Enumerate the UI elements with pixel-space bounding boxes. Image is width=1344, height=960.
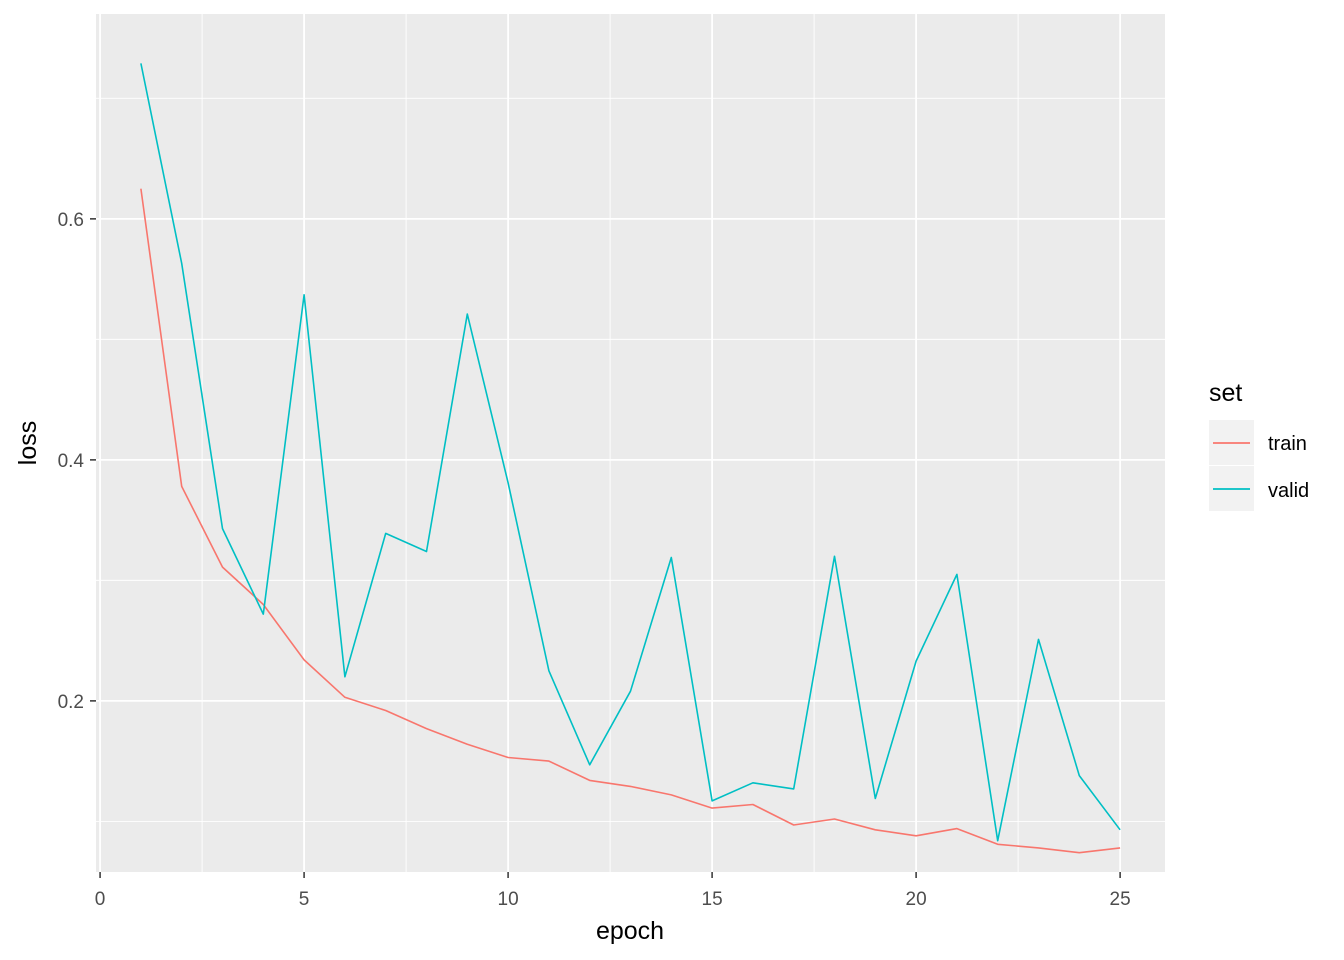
series-line-train <box>140 188 1121 854</box>
legend-label-train: train <box>1268 433 1307 455</box>
plot-panel <box>96 14 1165 872</box>
legend-title: set <box>1209 379 1242 407</box>
x-tick-label: 5 <box>299 889 310 910</box>
x-tick-label: 15 <box>702 889 723 910</box>
x-tick-label: 0 <box>95 889 106 910</box>
minor-gridlines <box>96 14 1165 872</box>
y-tick-label: 0.4 <box>58 451 85 472</box>
axis-ticks: 0 5 10 15 20 25 0.2 0.4 0.6 <box>58 210 1131 910</box>
y-tick-label: 0.6 <box>58 210 84 231</box>
y-tick-label: 0.2 <box>58 692 84 713</box>
legend: set train valid <box>1209 379 1309 511</box>
x-tick-label: 10 <box>498 889 519 910</box>
series-line-valid <box>140 63 1121 842</box>
y-axis-title: loss <box>14 421 42 465</box>
series-lines <box>140 63 1121 854</box>
x-tick-label: 25 <box>1110 889 1131 910</box>
legend-label-valid: valid <box>1268 480 1309 502</box>
x-tick-label: 20 <box>906 889 927 910</box>
major-gridlines <box>96 14 1165 872</box>
x-axis-title: epoch <box>596 917 664 945</box>
